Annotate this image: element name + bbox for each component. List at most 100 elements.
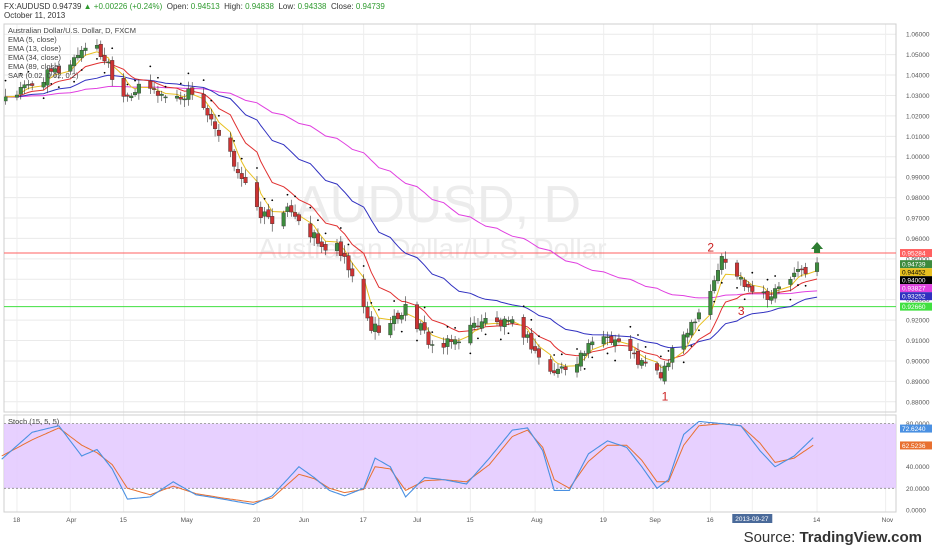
- candle-up: [18, 87, 23, 95]
- quote-header: FX:AUDUSD 0.94739 ▲ +0.00226 (+0.24%) Op…: [4, 2, 385, 11]
- candle-up: [174, 96, 179, 99]
- sar-dot: [644, 346, 647, 348]
- candle-up: [468, 324, 473, 344]
- candle-down: [536, 348, 541, 358]
- sar-dot: [57, 86, 60, 88]
- sar-dot: [423, 306, 426, 309]
- sar-dot: [530, 318, 533, 321]
- candle-up: [281, 212, 286, 227]
- sar-dot: [659, 355, 662, 358]
- candle-down: [746, 283, 751, 288]
- sar-dot: [73, 80, 76, 83]
- candle-down: [735, 262, 740, 277]
- sar-dot: [157, 76, 159, 79]
- candle-down: [563, 366, 568, 370]
- candle-down: [178, 97, 183, 100]
- sar-dot: [164, 85, 167, 88]
- candle-down: [258, 206, 263, 218]
- candle-down: [799, 268, 804, 271]
- time-cursor-label: 2013-09-27: [735, 516, 769, 523]
- candle-down: [415, 304, 420, 330]
- candle-up: [106, 61, 111, 64]
- sar-dot: [179, 82, 182, 85]
- candle-up: [75, 55, 80, 59]
- candle-up: [334, 243, 339, 251]
- ema34-label[interactable]: EMA (34, close): [8, 53, 61, 62]
- source-credit[interactable]: Source: TradingView.com: [744, 529, 922, 546]
- sar-dot: [774, 275, 777, 277]
- sar-dot: [713, 300, 716, 303]
- candle-up: [430, 344, 435, 346]
- price-label-value: 0.93827: [902, 286, 926, 293]
- price-label-box: [900, 284, 932, 293]
- sar-dot: [690, 345, 693, 347]
- ema13-line: [5, 61, 818, 361]
- low-value: 0.94338: [297, 2, 327, 11]
- price-label-value: 0.92660: [902, 304, 926, 311]
- candle-up: [83, 47, 88, 51]
- ema5-label[interactable]: EMA (5, close): [8, 35, 57, 44]
- time-tick-label: Jul: [413, 517, 422, 524]
- close-label: Close:: [330, 2, 354, 11]
- candle-up: [689, 321, 694, 336]
- time-tick-label: Aug: [531, 517, 543, 524]
- sar-label[interactable]: SAR (0.02, 0.02, 0.2): [8, 71, 79, 80]
- candle-down: [239, 173, 244, 179]
- candle-up: [133, 92, 138, 96]
- candle-down: [315, 233, 320, 244]
- candle-down: [616, 338, 621, 342]
- candle-down: [609, 336, 614, 343]
- candle-down: [289, 205, 294, 213]
- time-tick-label: 20: [253, 517, 261, 524]
- time-tick-label: 14: [813, 517, 821, 524]
- candle-down: [293, 212, 298, 217]
- candle-up: [163, 96, 168, 99]
- sar-dot: [50, 82, 53, 85]
- candle-up: [575, 364, 580, 373]
- candle-up: [94, 44, 99, 49]
- sar-dot: [111, 47, 114, 50]
- candle-up: [776, 286, 781, 289]
- price-label-value: 0.94452: [902, 270, 926, 277]
- candle-down: [235, 169, 240, 174]
- candle-up: [715, 270, 720, 282]
- price-label-value: 0.94739: [902, 262, 926, 269]
- time-tick-label: 18: [13, 517, 21, 524]
- sar-dot: [4, 79, 7, 82]
- symbol-label[interactable]: FX:AUDUSD: [4, 2, 51, 11]
- candle-down: [449, 339, 454, 342]
- study-title[interactable]: Australian Dollar/U.S. Dollar, D, FXCM: [8, 26, 136, 35]
- candle-up: [773, 288, 778, 299]
- price-label-value: 0.94000: [902, 278, 926, 285]
- candle-up: [506, 320, 511, 322]
- sar-dot: [667, 350, 670, 352]
- candle-down: [338, 241, 343, 256]
- sar-dot: [698, 329, 700, 332]
- sar-dot: [797, 284, 799, 286]
- ema89-label[interactable]: EMA (89, close): [8, 62, 61, 71]
- sar-dot: [378, 308, 380, 311]
- candle-up: [285, 206, 290, 212]
- price-tick-label: 0.90000: [906, 358, 930, 365]
- candle-up: [590, 341, 595, 346]
- price-label-value: 0.93252: [902, 294, 926, 301]
- candle-down: [475, 325, 480, 328]
- sar-dot: [309, 206, 312, 209]
- sar-dot: [134, 79, 136, 82]
- price-tick-label: 1.05000: [906, 52, 930, 59]
- arrow-up-icon: [811, 242, 824, 254]
- candle-up: [712, 280, 717, 291]
- candle-up: [719, 256, 724, 270]
- sar-dot: [431, 331, 434, 334]
- ema13-label[interactable]: EMA (13, close): [8, 44, 61, 53]
- candle-down: [529, 332, 534, 350]
- candle-up: [555, 368, 560, 374]
- candle-down: [152, 88, 157, 90]
- candle-up: [605, 336, 610, 338]
- candle-up: [666, 362, 671, 368]
- time-cursor-box: [732, 514, 773, 523]
- sar-dot: [446, 325, 449, 328]
- candle-up: [445, 338, 450, 347]
